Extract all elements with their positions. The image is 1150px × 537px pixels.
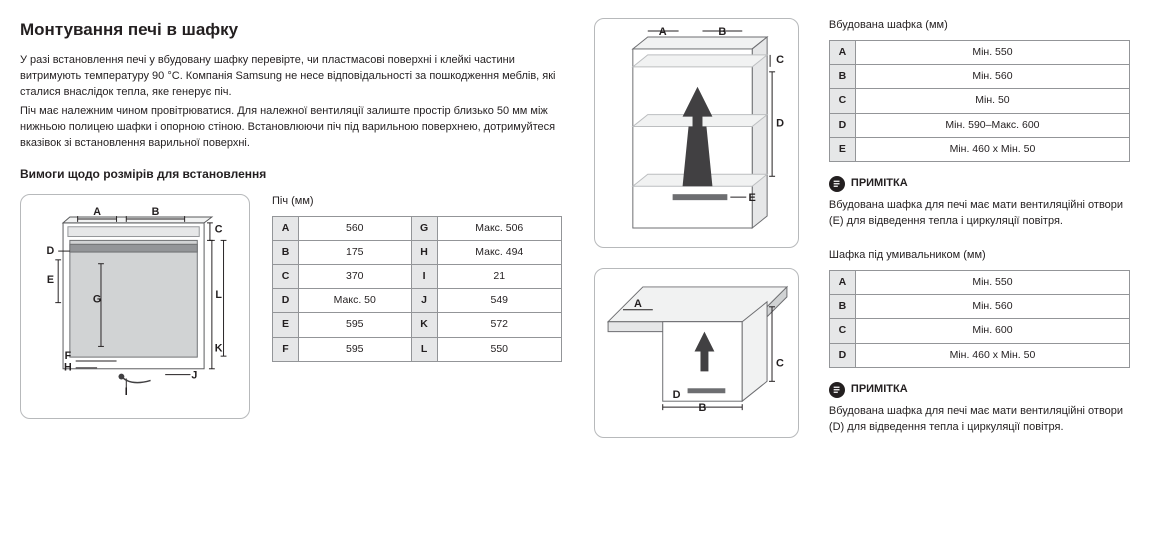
cell-k: H [411, 240, 437, 264]
requirements-subtitle: Вимоги щодо розмірів для встановлення [20, 166, 564, 183]
cell-k: D [829, 343, 855, 367]
page-title: Монтування печі в шафку [20, 18, 564, 43]
cell-k: B [273, 240, 299, 264]
cell-v: 370 [299, 265, 412, 289]
cell-k: E [273, 313, 299, 337]
cell-k: L [411, 337, 437, 361]
svg-text:C: C [776, 357, 784, 369]
note-cabinet-head: ПРИМІТКА [829, 176, 1130, 192]
cell-k: K [411, 313, 437, 337]
svg-text:D: D [673, 389, 681, 401]
svg-text:C: C [215, 223, 223, 235]
svg-text:K: K [215, 342, 223, 354]
note-label: ПРИМІТКА [851, 382, 908, 398]
svg-text:A: A [634, 298, 642, 310]
cell-k: A [829, 40, 855, 64]
cell-k: I [411, 265, 437, 289]
svg-text:A: A [93, 206, 101, 218]
cell-v: 550 [437, 337, 561, 361]
intro-p1: У разі встановлення печі у вбудовану шаф… [20, 53, 564, 101]
cell-v: Мін. 460 x Мін. 50 [855, 343, 1129, 367]
oven-diagram-svg: A B C D E F G H I J K L [29, 203, 243, 412]
svg-text:H: H [64, 361, 72, 373]
cell-v: Мін. 550 [855, 40, 1129, 64]
oven-table: A560GМакс. 506 B175HМакс. 494 C370I21 DМ… [272, 216, 562, 362]
svg-text:B: B [152, 206, 160, 218]
oven-table-caption: Піч (мм) [272, 194, 562, 210]
cell-k: E [829, 137, 855, 161]
sink-table: AМін. 550 BМін. 560 CМін. 600 DМін. 460 … [829, 270, 1130, 368]
cell-v: 572 [437, 313, 561, 337]
sink-diagram-svg: A B C D [603, 277, 792, 431]
figure-cabinet: A B C D E [594, 18, 799, 248]
cabinet-diagram-svg: A B C D E [603, 27, 792, 241]
cell-k: A [829, 270, 855, 294]
cell-v: 595 [299, 313, 412, 337]
sink-table-caption: Шафка під умивальником (мм) [829, 248, 1130, 264]
cell-v: Макс. 506 [437, 216, 561, 240]
cell-v: 595 [299, 337, 412, 361]
svg-text:B: B [698, 402, 706, 414]
svg-text:D: D [776, 118, 784, 130]
svg-text:E: E [47, 274, 54, 286]
cell-v: 560 [299, 216, 412, 240]
cell-k: B [829, 295, 855, 319]
cell-k: D [273, 289, 299, 313]
svg-text:C: C [776, 54, 784, 66]
svg-text:E: E [748, 192, 755, 204]
cell-v: Мін. 600 [855, 319, 1129, 343]
cell-v: 175 [299, 240, 412, 264]
cell-k: B [829, 65, 855, 89]
cell-k: D [829, 113, 855, 137]
note-icon [829, 382, 845, 398]
cabinet-table: AМін. 550 BМін. 560 CМін. 50 DМін. 590–М… [829, 40, 1130, 162]
svg-text:L: L [215, 288, 222, 300]
cell-v: Макс. 494 [437, 240, 561, 264]
svg-text:A: A [659, 27, 667, 38]
figure-oven: A B C D E F G H I J K L [20, 194, 250, 419]
svg-text:D: D [47, 245, 55, 257]
cell-v: Мін. 460 x Мін. 50 [855, 137, 1129, 161]
cell-v: Мін. 550 [855, 270, 1129, 294]
svg-text:F: F [65, 350, 72, 362]
note-label: ПРИМІТКА [851, 176, 908, 192]
cell-v: Мін. 50 [855, 89, 1129, 113]
cell-v: Мін. 590–Макс. 600 [855, 113, 1129, 137]
note-sink-text: Вбудована шафка для печі має мати вентил… [829, 404, 1130, 436]
note-cabinet-text: Вбудована шафка для печі має мати вентил… [829, 198, 1130, 230]
cell-v: Мін. 560 [855, 295, 1129, 319]
cell-k: G [411, 216, 437, 240]
cell-k: C [829, 89, 855, 113]
cell-k: J [411, 289, 437, 313]
svg-text:G: G [93, 293, 101, 305]
cell-v: Мін. 560 [855, 65, 1129, 89]
note-sink-head: ПРИМІТКА [829, 382, 1130, 398]
cell-k: F [273, 337, 299, 361]
cell-v: 549 [437, 289, 561, 313]
cell-v: Макс. 50 [299, 289, 412, 313]
svg-text:B: B [718, 27, 726, 38]
svg-text:J: J [191, 369, 197, 381]
cabinet-table-caption: Вбудована шафка (мм) [829, 18, 1130, 34]
note-icon [829, 176, 845, 192]
cell-k: C [829, 319, 855, 343]
cell-k: A [273, 216, 299, 240]
figure-sink-cabinet: A B C D [594, 268, 799, 438]
oven-table-wrap: Піч (мм) A560GМакс. 506 B175HМакс. 494 C… [272, 194, 562, 362]
cell-v: 21 [437, 265, 561, 289]
intro-p2: Піч має належним чином провітрюватися. Д… [20, 104, 564, 152]
cell-k: C [273, 265, 299, 289]
